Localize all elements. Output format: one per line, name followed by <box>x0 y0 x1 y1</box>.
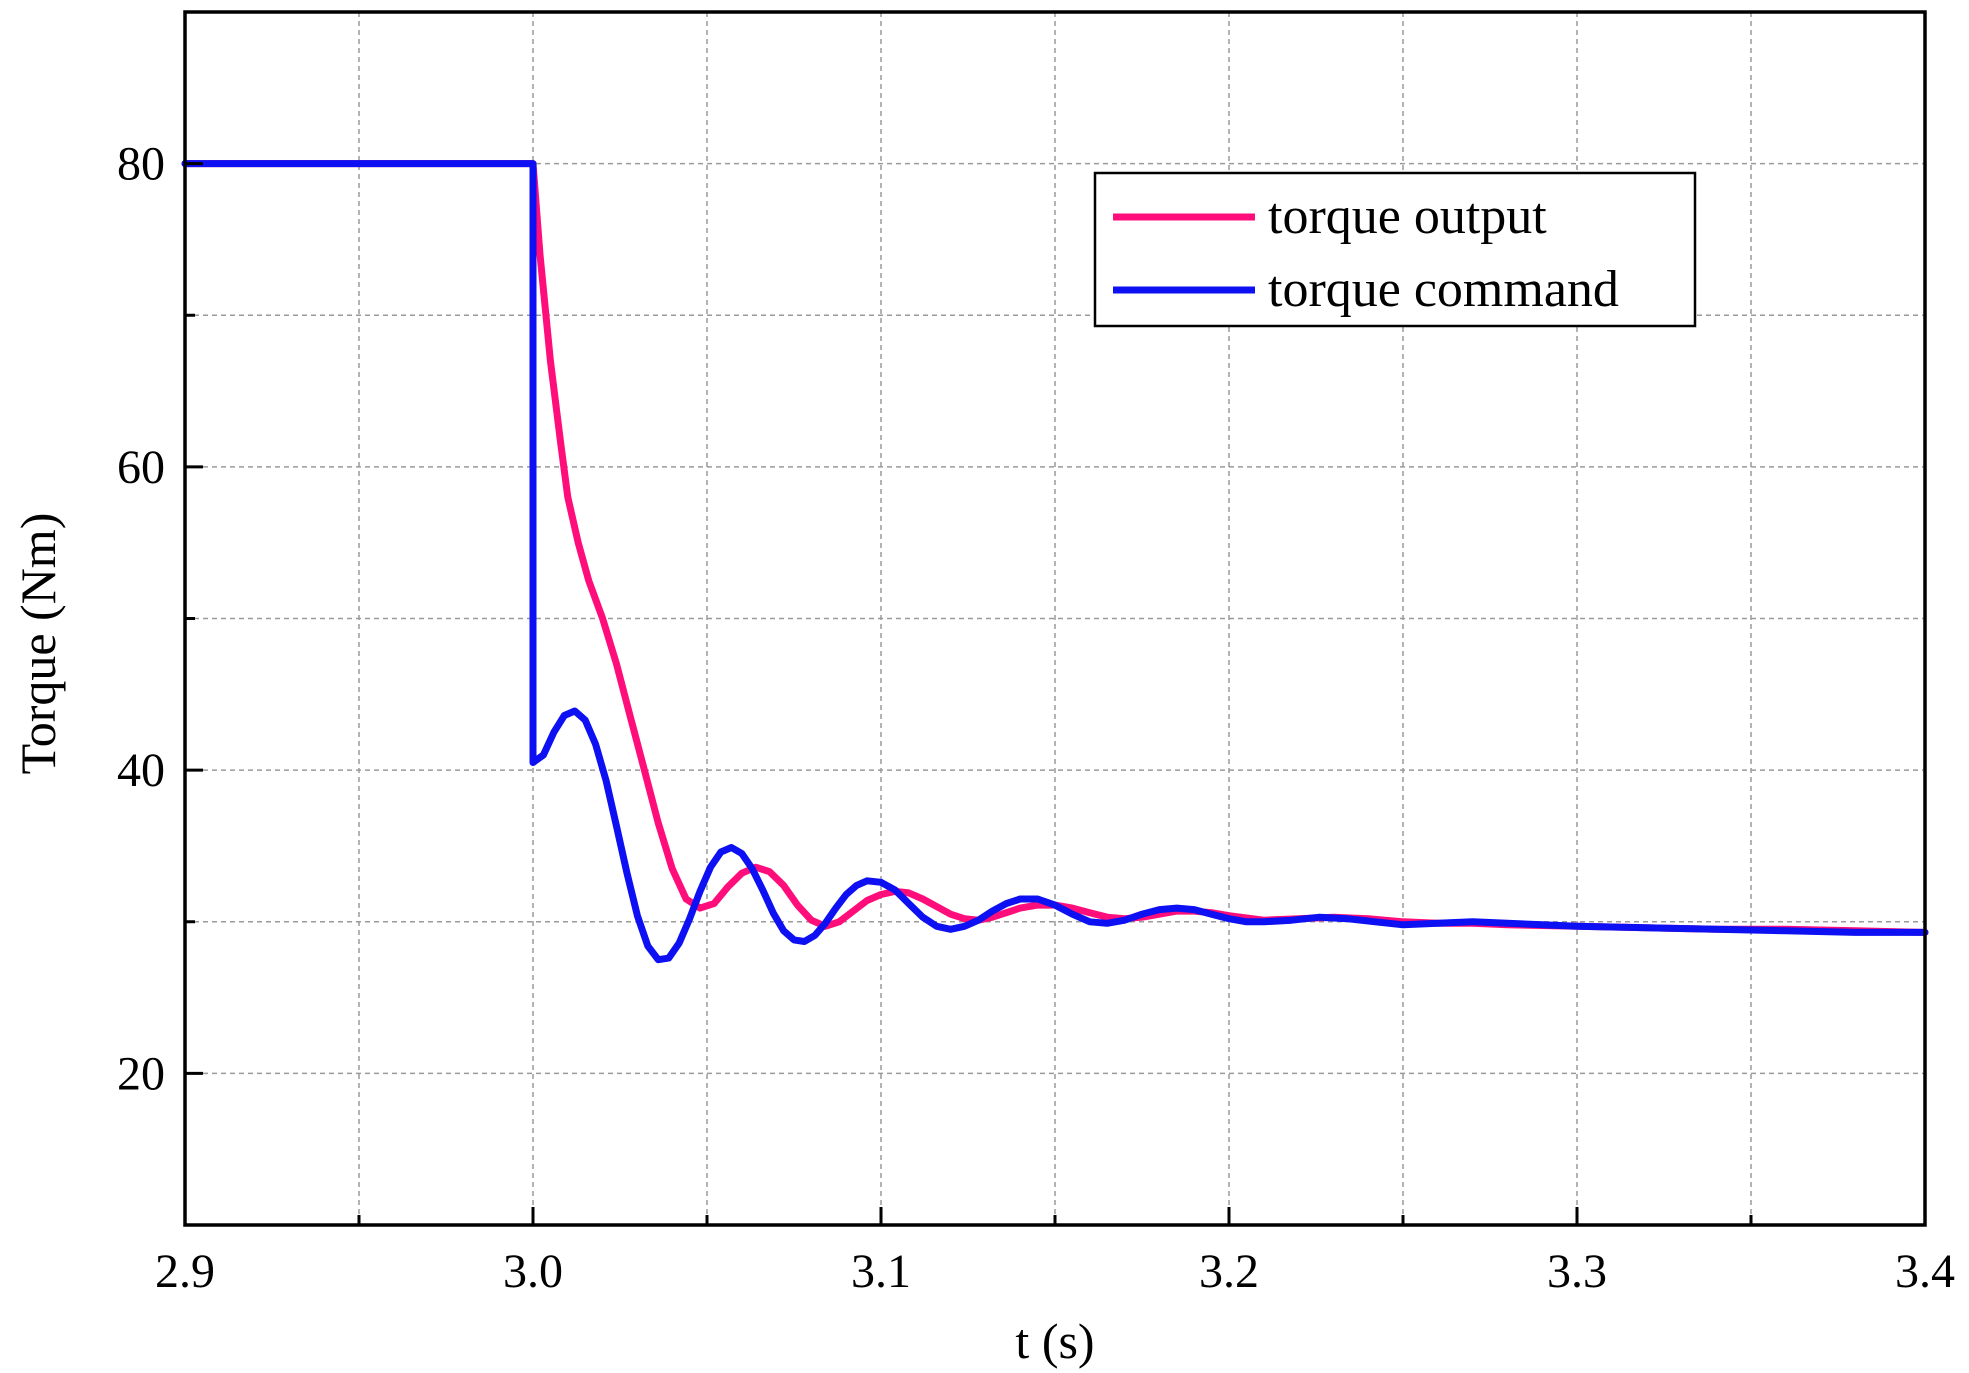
legend-box <box>1093 171 1697 328</box>
y-tick-label: 20 <box>117 1047 165 1100</box>
x-axis-label: t (s) <box>1015 1313 1094 1369</box>
y-axis-label: Torque (Nm) <box>10 513 66 775</box>
legend: torque output torque command <box>1093 171 1697 328</box>
x-tick-label: 3.1 <box>851 1245 911 1298</box>
x-tick-label: 3.4 <box>1895 1245 1955 1298</box>
legend-label-torque-output: torque output <box>1268 188 1547 245</box>
y-tick-label: 80 <box>117 138 165 191</box>
legend-label-torque-command: torque command <box>1268 261 1619 318</box>
y-tick-label: 40 <box>117 744 165 797</box>
y-tick-label: 60 <box>117 441 165 494</box>
series-layer <box>181 160 1929 964</box>
x-tick-label: 3.3 <box>1547 1245 1607 1298</box>
axis-tick-labels: 2.9 3.0 3.1 3.2 3.3 3.4 20 40 60 80 <box>117 138 1955 1298</box>
x-tick-label: 3.2 <box>1199 1245 1259 1298</box>
x-tick-label: 2.9 <box>155 1245 215 1298</box>
axis-ticks <box>183 162 1927 1225</box>
x-tick-label: 3.0 <box>503 1245 563 1298</box>
series-line-torque-command <box>181 160 1929 964</box>
